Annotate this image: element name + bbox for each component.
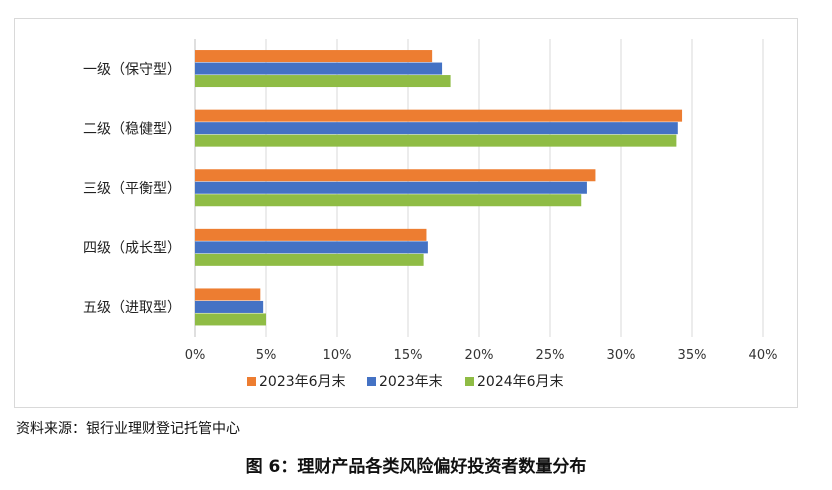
bar xyxy=(195,241,428,254)
bar xyxy=(195,122,678,135)
category-label: 四级（成长型） xyxy=(83,241,181,257)
bar xyxy=(195,288,261,301)
bar xyxy=(195,169,596,182)
chart-frame: 0% 5% 10% 15% 20% 25% 30% 35% 40% 一级（保守型） 二级（稳健型） 三… xyxy=(14,18,798,408)
bar xyxy=(195,75,451,88)
bar xyxy=(195,194,582,207)
legend-label: 2023年末 xyxy=(379,374,443,390)
bar xyxy=(195,253,424,266)
bar-chart: 0% 5% 10% 15% 20% 25% 30% 35% 40% 一级（保守型） 二级（稳健型） 三… xyxy=(83,39,778,390)
bar xyxy=(195,228,427,241)
bar xyxy=(195,62,443,75)
bar xyxy=(195,50,433,63)
legend-label: 2024年6月末 xyxy=(477,374,564,390)
figure-caption: 图 6：理财产品各类风险偏好投资者数量分布 xyxy=(245,457,587,477)
category-label: 五级（进取型） xyxy=(83,300,181,316)
legend-swatch xyxy=(367,377,376,386)
legend-swatch xyxy=(247,377,256,386)
legend-label: 2023年6月末 xyxy=(259,374,346,390)
x-tick-label: 30% xyxy=(607,348,636,363)
category-label: 一级（保守型） xyxy=(83,62,181,78)
x-tick-label: 40% xyxy=(749,348,778,363)
x-tick-label: 0% xyxy=(185,348,206,363)
bar xyxy=(195,134,677,147)
bar xyxy=(195,181,587,194)
legend-swatch xyxy=(465,377,474,386)
bar xyxy=(195,300,264,313)
source-note: 资料来源：银行业理财登记托管中心 xyxy=(16,421,240,437)
x-tick-label: 25% xyxy=(536,348,565,363)
category-label: 三级（平衡型） xyxy=(83,181,181,197)
x-tick-label: 10% xyxy=(323,348,352,363)
category-label: 二级（稳健型） xyxy=(83,121,181,137)
x-tick-label: 20% xyxy=(465,348,494,363)
x-tick-label: 35% xyxy=(678,348,707,363)
bar xyxy=(195,313,266,326)
x-tick-label: 5% xyxy=(256,348,277,363)
bar xyxy=(195,109,683,122)
x-tick-label: 15% xyxy=(394,348,423,363)
